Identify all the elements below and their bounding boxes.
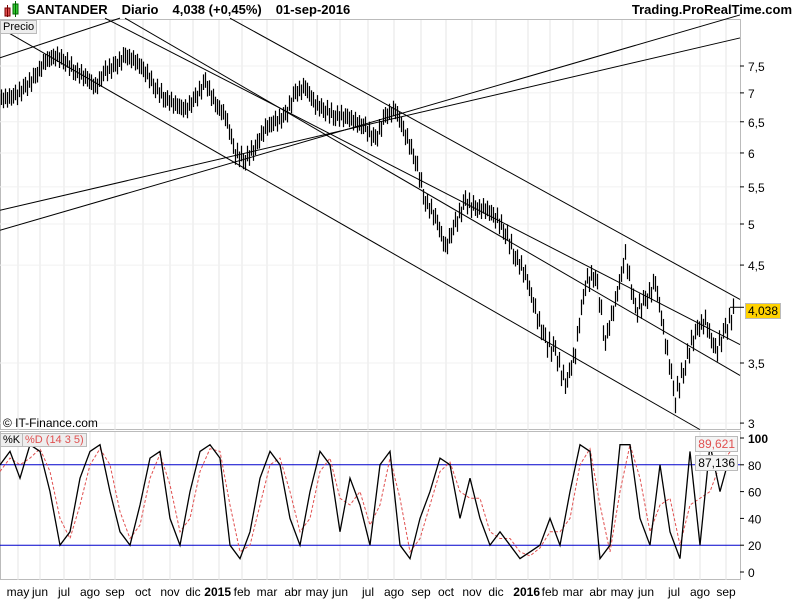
stoch-y-tick-label: 80	[748, 459, 762, 473]
candlestick-icon	[4, 1, 19, 17]
x-tick-label: jul	[361, 585, 374, 599]
x-tick-label: nov	[160, 585, 179, 599]
x-tick-label: abr	[284, 585, 301, 599]
date: 01-sep-2016	[275, 2, 351, 17]
trendline	[0, 17, 121, 59]
stoch-y-tick-label: 20	[748, 539, 762, 553]
x-tick-label: abr	[589, 585, 606, 599]
d-label[interactable]: %D (14 3 5)	[22, 433, 87, 447]
y-tick-label: 3,5	[748, 357, 765, 371]
y-tick-label: 5	[748, 218, 755, 232]
trendline	[104, 17, 741, 345]
x-tick-label: dic	[185, 585, 200, 599]
copyright: © IT-Finance.com	[3, 416, 98, 430]
x-tick-label: ago	[690, 585, 710, 599]
x-tick-label: mar	[257, 585, 278, 599]
trendline	[0, 27, 701, 431]
d-line	[0, 444, 731, 557]
x-tick-label: oct	[135, 585, 152, 599]
site-link[interactable]: Trading.ProRealTime.com	[631, 2, 792, 17]
stoch-y-tick-label: 40	[748, 512, 762, 526]
x-tick-label: may	[306, 585, 329, 599]
y-tick-label: 5,5	[748, 181, 765, 195]
y-tick-label: 3	[748, 417, 755, 431]
x-tick-label: nov	[462, 585, 481, 599]
x-tick-label: jun	[31, 585, 48, 599]
x-tick-label: mar	[563, 585, 584, 599]
k-value-label: 87,136	[695, 455, 738, 471]
price-change: 4,038 (+0,45%)	[172, 2, 262, 17]
x-tick-label: dic	[488, 585, 503, 599]
trendline	[124, 17, 741, 376]
x-tick-label: jun	[331, 585, 348, 599]
y-tick-label: 6	[748, 147, 755, 161]
price-series	[0, 46, 735, 414]
x-tick-label: oct	[438, 585, 455, 599]
d-value-label: 89,621	[695, 436, 738, 452]
x-tick-label: feb	[234, 585, 251, 599]
price-panel-label[interactable]: Precio	[0, 20, 38, 34]
y-tick-label: 6,5	[748, 116, 765, 130]
x-tick-label: ago	[384, 585, 404, 599]
x-tick-label: sep	[105, 585, 125, 599]
k-line	[0, 443, 731, 561]
y-tick-label: 7,5	[748, 60, 765, 74]
k-label[interactable]: %K	[0, 433, 24, 447]
chart-header: SANTANDER Diario 4,038 (+0,45%) 01-sep-2…	[0, 0, 800, 19]
x-tick-label: may	[7, 585, 30, 599]
x-tick-label: 2016	[513, 585, 540, 599]
trendline	[229, 17, 741, 300]
x-tick-label: jul	[57, 585, 70, 599]
symbol: SANTANDER	[27, 2, 108, 17]
stoch-panel-frame	[0, 431, 741, 580]
last-price-label: 4,038	[745, 303, 782, 319]
x-tick-label: jul	[667, 585, 680, 599]
period: Diario	[121, 2, 159, 17]
x-tick-label: sep	[411, 585, 431, 599]
x-tick-label: ago	[80, 585, 100, 599]
x-tick-label: feb	[542, 585, 559, 599]
y-tick-label: 4,5	[748, 259, 765, 273]
stoch-y-tick-label: 0	[748, 566, 755, 580]
stoch-y-tick-label: 100	[748, 432, 768, 446]
stoch-y-tick-label: 60	[748, 486, 762, 500]
x-tick-label: sep	[716, 585, 736, 599]
x-tick-label: jun	[637, 585, 654, 599]
x-tick-label: may	[611, 585, 634, 599]
x-tick-label: 2015	[204, 585, 231, 599]
y-tick-label: 7	[748, 87, 755, 101]
